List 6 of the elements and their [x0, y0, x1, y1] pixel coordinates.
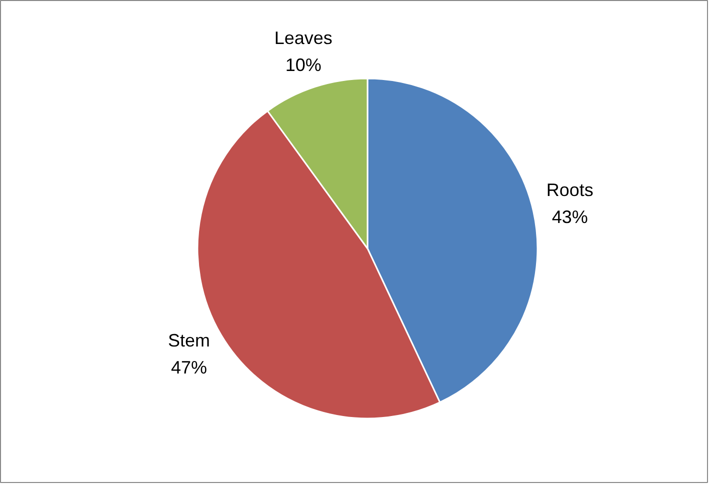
slice-label: Roots [546, 180, 594, 200]
data-label: 47% [170, 358, 207, 378]
slice-label: Stem [168, 330, 210, 351]
slice-label: Leaves [274, 28, 332, 48]
data-label: 10% [285, 54, 322, 75]
data-label: 43% [552, 206, 588, 227]
